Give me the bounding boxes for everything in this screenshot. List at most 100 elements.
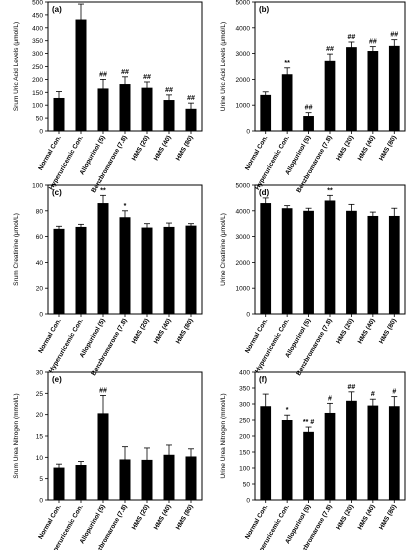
- significance-label: ##: [99, 387, 107, 394]
- y-tick-label: 5: [39, 476, 43, 483]
- category-label: Normal Con.: [37, 503, 62, 540]
- category-label: HMS (40): [357, 135, 377, 163]
- significance-label: *: [286, 407, 289, 414]
- y-tick-label: 200: [239, 434, 250, 441]
- bar: [163, 454, 175, 500]
- y-tick-label: 400: [239, 370, 250, 377]
- bar: [367, 405, 379, 500]
- significance-label: ##: [348, 34, 356, 41]
- significance-label: **: [284, 60, 290, 67]
- y-tick-label: 30: [36, 370, 44, 377]
- y-tick-label: 80: [36, 208, 44, 215]
- bar: [281, 208, 293, 314]
- y-tick-label: 20: [36, 412, 44, 419]
- category-label: HMS (80): [378, 135, 398, 163]
- significance-label: ##: [390, 32, 398, 39]
- bar: [260, 203, 272, 314]
- category-label: HMS (80): [378, 504, 398, 532]
- category-label: Normal Con.: [37, 134, 62, 171]
- y-tick-label: 0: [39, 129, 43, 136]
- bar: [324, 200, 336, 314]
- bar: [185, 108, 197, 131]
- category-label: HMS (40): [357, 504, 377, 532]
- bar: [53, 467, 65, 500]
- bar: [141, 459, 153, 500]
- y-tick-label: 50: [36, 116, 44, 123]
- bar: [324, 60, 336, 131]
- category-label: Normal Con.: [37, 317, 62, 354]
- y-tick-label: 50: [243, 482, 251, 489]
- bar: [260, 406, 272, 500]
- category-label: HMS (40): [153, 135, 173, 163]
- bar: [303, 116, 314, 131]
- y-axis-label: Srum Uric Acid Levels (μmol/L): [13, 22, 20, 111]
- y-tick-label: 150: [239, 450, 250, 457]
- y-tick-label: 0: [246, 498, 250, 505]
- category-label: HMS (20): [131, 318, 151, 346]
- significance-label: ##: [165, 87, 173, 94]
- bar: [388, 215, 400, 314]
- chart-panel-2: 0 1000 2000 3000 4000 5000 Urine Uric Acid Lev…: [220, 0, 406, 194]
- y-tick-label: 5000: [236, 183, 251, 190]
- bar: [53, 97, 65, 131]
- bar: [119, 217, 131, 314]
- significance-label: ##: [369, 39, 377, 46]
- bar: [119, 84, 131, 131]
- y-tick-label: 40: [36, 260, 44, 267]
- bar: [281, 420, 293, 500]
- category-label: HMS (20): [131, 135, 151, 163]
- y-axis-label: Urine Uric Acid Levels (μmol/L): [220, 22, 227, 111]
- chart-panel-6: 0 50 100 150 200 250 300 350 400 Urine Urea Nitro…: [220, 370, 406, 555]
- category-label: HMS (20): [131, 504, 151, 532]
- y-tick-label: 10: [36, 455, 44, 462]
- bar: [141, 87, 153, 131]
- y-tick-label: 300: [32, 51, 43, 58]
- bar: [346, 210, 357, 314]
- y-tick-label: 250: [239, 418, 250, 425]
- category-label: HMS (80): [175, 135, 195, 163]
- panel-label: (b): [259, 5, 270, 14]
- y-tick-label: 250: [32, 64, 43, 71]
- y-tick-label: 15: [36, 434, 44, 441]
- panel-label: (c): [52, 188, 62, 197]
- y-tick-label: 1000: [236, 103, 251, 110]
- category-label: HMS (20): [335, 504, 355, 532]
- significance-label: *: [124, 203, 127, 210]
- significance-label: ##: [121, 69, 129, 76]
- chart-panel-1: 0 50 100 150 200 250 300 350 400 450 500 Srum Uric …: [13, 0, 203, 194]
- bar: [97, 413, 109, 500]
- category-label: HMS (40): [153, 318, 173, 346]
- bar: [324, 412, 336, 500]
- significance-label: #: [371, 391, 375, 398]
- y-tick-label: 20: [36, 286, 44, 293]
- bar: [367, 51, 379, 131]
- y-tick-label: 100: [239, 466, 250, 473]
- significance-label: ##: [348, 384, 356, 391]
- y-tick-label: 350: [32, 38, 43, 45]
- significance-label: **: [327, 187, 333, 194]
- y-tick-label: 350: [239, 386, 250, 393]
- chart-panel-5: 0 5 10 15 20 25 30 Srum Urea Nitrogen (mmol/L) (…: [13, 370, 203, 555]
- significance-label: **: [100, 187, 106, 194]
- y-tick-label: 300: [239, 402, 250, 409]
- y-tick-label: 1000: [236, 286, 251, 293]
- significance-label: #: [392, 389, 396, 396]
- y-tick-label: 500: [32, 0, 43, 7]
- bar: [163, 226, 175, 314]
- y-tick-label: 100: [32, 103, 43, 110]
- bar: [163, 100, 175, 131]
- bar: [53, 228, 65, 314]
- y-tick-label: 100: [32, 183, 43, 190]
- bar: [303, 431, 314, 500]
- category-label: HMS (80): [378, 318, 398, 346]
- significance-label: ##: [305, 105, 313, 112]
- y-tick-label: 200: [32, 77, 43, 84]
- y-tick-label: 400: [32, 25, 43, 32]
- y-tick-label: 2000: [236, 260, 251, 267]
- significance-label: ##: [99, 71, 107, 78]
- bar: [185, 456, 197, 500]
- bar: [388, 45, 400, 131]
- bar: [260, 94, 272, 131]
- category-label: HMS (20): [335, 318, 355, 346]
